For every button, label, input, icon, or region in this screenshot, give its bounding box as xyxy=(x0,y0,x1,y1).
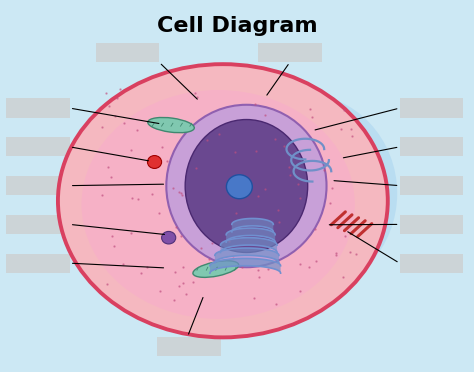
Bar xyxy=(6,215,70,234)
Ellipse shape xyxy=(166,105,327,267)
Ellipse shape xyxy=(58,64,388,337)
Ellipse shape xyxy=(185,119,308,253)
Bar xyxy=(157,337,220,356)
Ellipse shape xyxy=(209,94,397,293)
Bar xyxy=(6,176,70,195)
Bar xyxy=(96,43,159,62)
Bar xyxy=(400,215,463,234)
Bar xyxy=(6,99,70,118)
Bar xyxy=(400,99,463,118)
Bar xyxy=(6,254,70,273)
Ellipse shape xyxy=(147,155,162,169)
Bar xyxy=(400,254,463,273)
Ellipse shape xyxy=(82,90,355,319)
Bar xyxy=(400,176,463,195)
Bar xyxy=(258,43,322,62)
Bar xyxy=(6,137,70,157)
Ellipse shape xyxy=(162,231,176,244)
Bar xyxy=(400,137,463,157)
Ellipse shape xyxy=(193,261,239,278)
Ellipse shape xyxy=(148,118,194,133)
Text: Cell Diagram: Cell Diagram xyxy=(157,16,317,36)
Ellipse shape xyxy=(227,175,252,199)
